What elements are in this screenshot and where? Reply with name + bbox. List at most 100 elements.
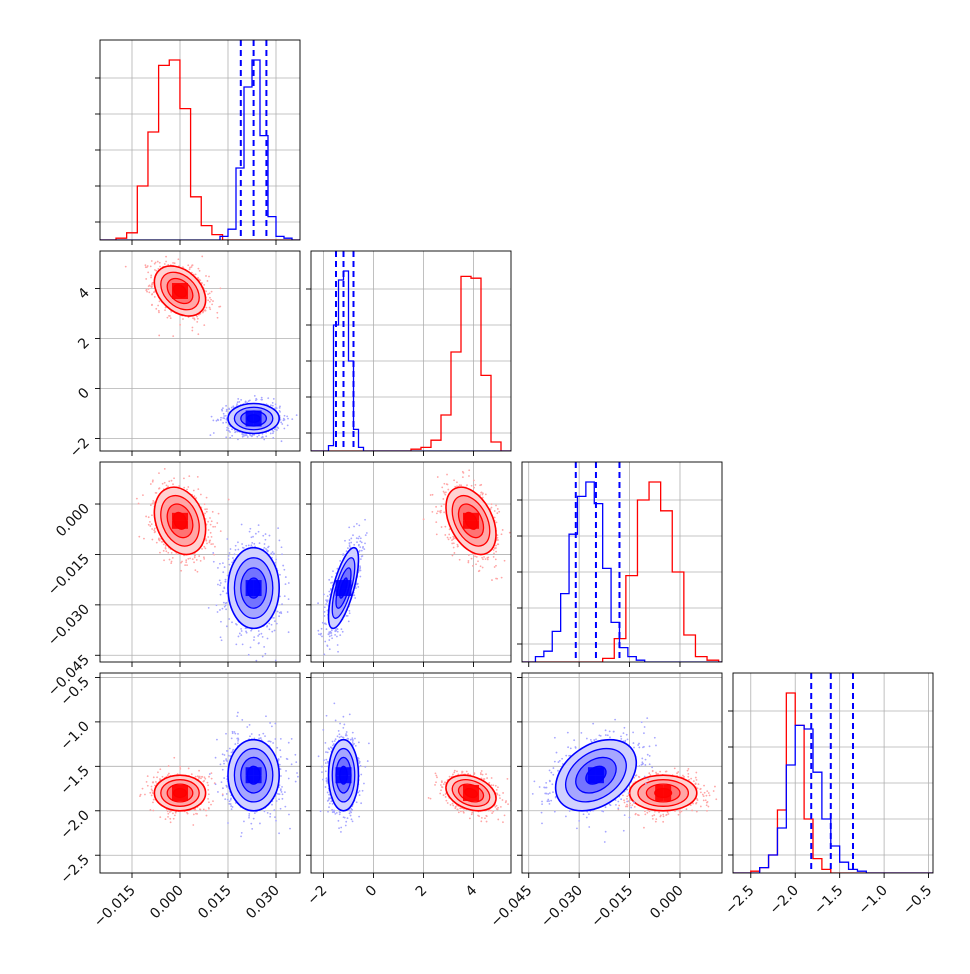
scatter-point: [153, 291, 155, 293]
scatter-point: [177, 258, 179, 260]
scatter-point: [158, 310, 160, 312]
scatter-point: [239, 633, 241, 635]
y-tick-label: −2: [67, 435, 93, 461]
scatter-point: [204, 508, 206, 510]
scatter-point: [356, 541, 358, 543]
scatter-point: [142, 494, 144, 496]
scatter-point: [248, 545, 250, 547]
scatter-point: [339, 560, 341, 562]
scatter-point: [197, 333, 199, 335]
scatter-point: [185, 561, 187, 563]
scatter-point: [202, 311, 204, 313]
scatter-point: [186, 489, 188, 491]
scatter-point: [231, 428, 233, 430]
scatter-point: [442, 498, 444, 500]
density-peak: [246, 411, 254, 419]
scatter-point: [213, 561, 215, 563]
scatter-point: [186, 564, 188, 566]
scatter-point: [258, 630, 260, 632]
scatter-point: [180, 562, 182, 564]
scatter-point: [270, 433, 272, 435]
scatter-point: [487, 559, 489, 561]
scatter-point: [226, 410, 228, 412]
scatter-point: [261, 399, 263, 401]
scatter-point: [178, 485, 180, 487]
scatter-point: [208, 607, 210, 609]
scatter-point: [229, 431, 231, 433]
scatter-point: [245, 401, 247, 403]
scatter-point: [231, 407, 233, 409]
scatter-point: [485, 558, 487, 560]
scatter-point: [446, 483, 448, 485]
scatter-point: [494, 517, 496, 519]
scatter-point: [342, 631, 344, 633]
scatter-point: [466, 484, 468, 486]
scatter-point: [357, 586, 359, 588]
scatter-point: [235, 643, 237, 645]
scatter-point: [250, 544, 252, 546]
density-peak: [254, 580, 262, 588]
scatter-point: [229, 552, 231, 554]
scatter-point: [192, 264, 194, 266]
scatter-point: [491, 507, 493, 509]
scatter-point: [280, 611, 282, 613]
scatter-point: [226, 602, 228, 604]
scatter-point: [497, 537, 499, 539]
scatter-point: [226, 592, 228, 594]
scatter-point: [262, 535, 264, 537]
y-tick-label: 4: [75, 285, 93, 303]
scatter-point: [296, 414, 298, 416]
scatter-point: [209, 517, 211, 519]
scatter-point: [477, 560, 479, 562]
scatter-point: [263, 439, 265, 441]
scatter-point: [209, 434, 211, 436]
density-peak: [254, 419, 262, 427]
scatter-point: [258, 434, 260, 436]
scatter-point: [151, 260, 153, 262]
scatter-point: [281, 440, 283, 442]
scatter-point: [235, 549, 237, 551]
scatter-point: [265, 435, 267, 437]
scatter-point: [172, 262, 174, 264]
scatter-point: [150, 277, 152, 279]
scatter-point: [249, 528, 251, 530]
scatter-point: [136, 498, 138, 500]
scatter-point: [156, 492, 158, 494]
scatter-point: [197, 268, 199, 270]
scatter-point: [436, 533, 438, 535]
scatter-point: [183, 487, 185, 489]
scatter-point: [275, 403, 277, 405]
scatter-point: [242, 643, 244, 645]
scatter-point: [145, 264, 147, 266]
scatter-point: [236, 624, 238, 626]
scatter-point: [237, 438, 239, 440]
scatter-point: [218, 306, 220, 308]
scatter-point: [164, 309, 166, 311]
scatter-point: [268, 623, 270, 625]
scatter-point: [221, 410, 223, 412]
scatter-point: [264, 543, 266, 545]
scatter-point: [280, 421, 282, 423]
scatter-point: [173, 477, 175, 479]
scatter-point: [159, 300, 161, 302]
scatter-point: [495, 558, 497, 560]
scatter-point: [196, 321, 198, 323]
scatter-point: [148, 524, 150, 526]
scatter-point: [167, 317, 169, 319]
scatter-point: [207, 536, 209, 538]
scatter-point: [457, 545, 459, 547]
scatter-point: [255, 660, 257, 662]
scatter-point: [495, 545, 497, 547]
scatter-point: [446, 474, 448, 476]
scatter-point: [164, 468, 166, 470]
scatter-point: [258, 634, 260, 636]
scatter-point: [180, 570, 182, 572]
scatter-point: [211, 520, 213, 522]
scatter-point: [197, 476, 199, 478]
scatter-point: [197, 318, 199, 320]
scatter-point: [165, 256, 167, 258]
scatter-point: [261, 397, 263, 399]
scatter-point: [201, 256, 203, 258]
scatter-point: [471, 558, 473, 560]
